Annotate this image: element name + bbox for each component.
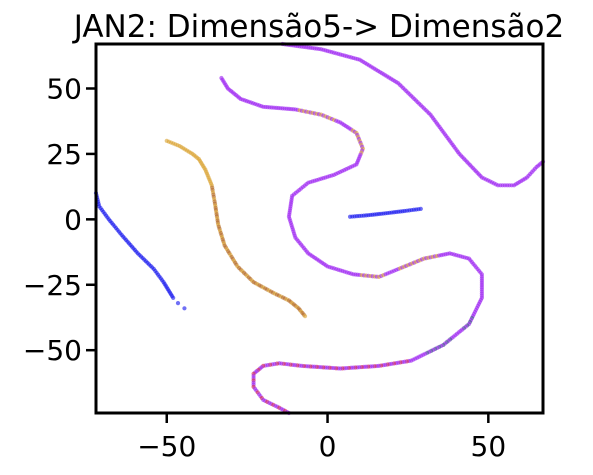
plot-frame: [94, 42, 545, 415]
axis-ticks: −50 0 50 −50 −25 0 25 50: [23, 72, 506, 463]
x-tick-label: 50: [471, 430, 507, 463]
data-point: [302, 314, 308, 319]
data-point: [182, 306, 187, 311]
data-point: [171, 295, 176, 300]
chart-title: JAN2: Dimensão5-> Dimensão2: [72, 9, 565, 45]
x-tick-label: −50: [137, 430, 196, 463]
y-tick-label: 50: [46, 72, 82, 105]
y-tick-label: 25: [46, 138, 82, 171]
y-tick-label: −50: [23, 334, 82, 367]
y-tick-label: −25: [23, 269, 82, 302]
data-point: [418, 206, 423, 211]
data-points: [93, 41, 546, 416]
data-point: [175, 300, 181, 306]
x-tick-label: 0: [319, 430, 337, 463]
y-tick-label: 0: [64, 203, 82, 236]
